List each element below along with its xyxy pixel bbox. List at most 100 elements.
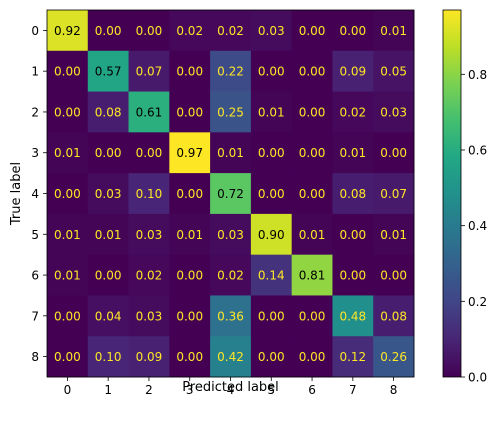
cell-value-label: 0.01 [54, 228, 81, 242]
cell-value-label: 0.10 [95, 350, 122, 364]
heatmap-cell [47, 336, 89, 378]
cell-value-label: 0.00 [258, 146, 285, 160]
colorbar-tick-label: 0.6 [468, 143, 487, 157]
cell-value-label: 0.00 [54, 187, 81, 201]
cell-value-label: 0.00 [95, 269, 122, 283]
heatmap-cell [87, 132, 129, 174]
heatmap-cell [250, 10, 293, 52]
cell-value-label: 0.09 [339, 65, 366, 79]
cell-value-label: 0.25 [217, 105, 244, 119]
heatmap-cell [47, 254, 89, 296]
cell-value-label: 0.03 [258, 24, 285, 38]
heatmap-cell [210, 10, 252, 52]
x-tick-label: 8 [390, 383, 398, 397]
cell-value-label: 0.36 [217, 309, 244, 323]
heatmap-cell [169, 213, 211, 256]
heatmap-cell [169, 132, 211, 174]
heatmap-cell [373, 254, 415, 296]
cell-value-label: 0.12 [339, 350, 366, 364]
cell-value-label: 0.01 [380, 24, 407, 38]
heatmap-cell [169, 336, 211, 378]
heatmap-cell [250, 132, 293, 174]
y-tick-label: 6 [31, 269, 39, 283]
cell-value-label: 0.01 [95, 228, 122, 242]
cell-value-label: 0.00 [299, 146, 326, 160]
cell-value-label: 0.01 [54, 146, 81, 160]
heatmap-cell [169, 295, 211, 337]
cell-value-labels: 0.92 0.00 0.00 0.02 0.02 0.03 0.00 0.00 0.01 0.00… [54, 24, 407, 364]
heatmap-cell [87, 173, 129, 215]
cell-value-label: 0.00 [299, 350, 326, 364]
cell-value-label: 0.02 [217, 269, 244, 283]
cell-value-label: 0.00 [176, 105, 203, 119]
heatmap-cell [210, 254, 252, 296]
heatmap-cell [373, 50, 415, 92]
cell-value-label: 0.03 [217, 228, 244, 242]
cell-value-label: 0.03 [136, 309, 163, 323]
cell-value-label: 0.00 [258, 350, 285, 364]
cell-value-label: 0.00 [258, 309, 285, 323]
heatmap-cell [128, 213, 170, 256]
y-tick-label: 7 [31, 309, 39, 323]
heatmap-cell [87, 336, 129, 378]
heatmap-cell [373, 132, 415, 174]
cell-value-label: 0.01 [176, 228, 203, 242]
heatmap-cell [128, 173, 170, 215]
heatmap-cell [332, 173, 374, 215]
cell-value-label: 0.00 [299, 309, 326, 323]
cell-value-label: 0.00 [136, 24, 163, 38]
heatmap-cell [332, 50, 374, 92]
heatmap-cell [250, 254, 293, 296]
cell-value-label: 0.00 [54, 350, 81, 364]
cell-value-label: 0.09 [136, 350, 163, 364]
heatmap-cell [169, 173, 211, 215]
cell-value-label: 0.48 [339, 309, 366, 323]
heatmap-cell [128, 50, 170, 92]
heatmap-cell [250, 213, 293, 256]
heatmap-cell [210, 213, 252, 256]
cell-value-label: 0.08 [95, 105, 122, 119]
cell-value-label: 0.02 [176, 24, 203, 38]
heatmap-cell [291, 173, 333, 215]
heatmap-cell [291, 336, 333, 378]
heatmap-cell [373, 295, 415, 337]
heatmap-cell [87, 213, 129, 256]
heatmap-cell [169, 10, 211, 52]
cell-value-label: 0.01 [299, 228, 326, 242]
heatmap-cell [373, 173, 415, 215]
heatmap-cell [210, 132, 252, 174]
heatmap-cell [373, 336, 415, 378]
cell-value-label: 0.42 [217, 350, 244, 364]
heatmap-cell [250, 91, 293, 133]
heatmap-cell [47, 50, 89, 92]
cell-value-label: 0.72 [217, 187, 244, 201]
heatmap-cell [47, 295, 89, 337]
heatmap-cell [291, 254, 333, 296]
heatmap-cell [332, 10, 374, 52]
y-tick-label: 1 [31, 65, 39, 79]
y-tick-label: 5 [31, 228, 39, 242]
colorbar [442, 9, 462, 378]
heatmap-cell [210, 50, 252, 92]
colorbar-ticks: 0.0 0.2 0.4 0.6 0.8 [461, 68, 487, 385]
cell-value-label: 0.10 [136, 187, 163, 201]
x-tick-label: 7 [349, 383, 357, 397]
heatmap-cell [210, 336, 252, 378]
heatmap-cell [169, 91, 211, 133]
cell-value-label: 0.01 [380, 228, 407, 242]
heatmap-cell [47, 10, 89, 52]
cell-value-label: 0.01 [217, 146, 244, 160]
cell-value-label: 0.00 [339, 228, 366, 242]
heatmap-cell [87, 295, 129, 337]
heatmap-cell [210, 173, 252, 215]
cell-value-label: 0.00 [95, 24, 122, 38]
heatmap-cell [210, 91, 252, 133]
heatmap-cell [250, 173, 293, 215]
heatmap-cell [128, 336, 170, 378]
heatmap-cell [87, 50, 129, 92]
cell-value-label: 0.61 [136, 105, 163, 119]
cell-value-label: 0.00 [339, 24, 366, 38]
cell-value-label: 0.00 [299, 65, 326, 79]
heatmap-cell [332, 254, 374, 296]
